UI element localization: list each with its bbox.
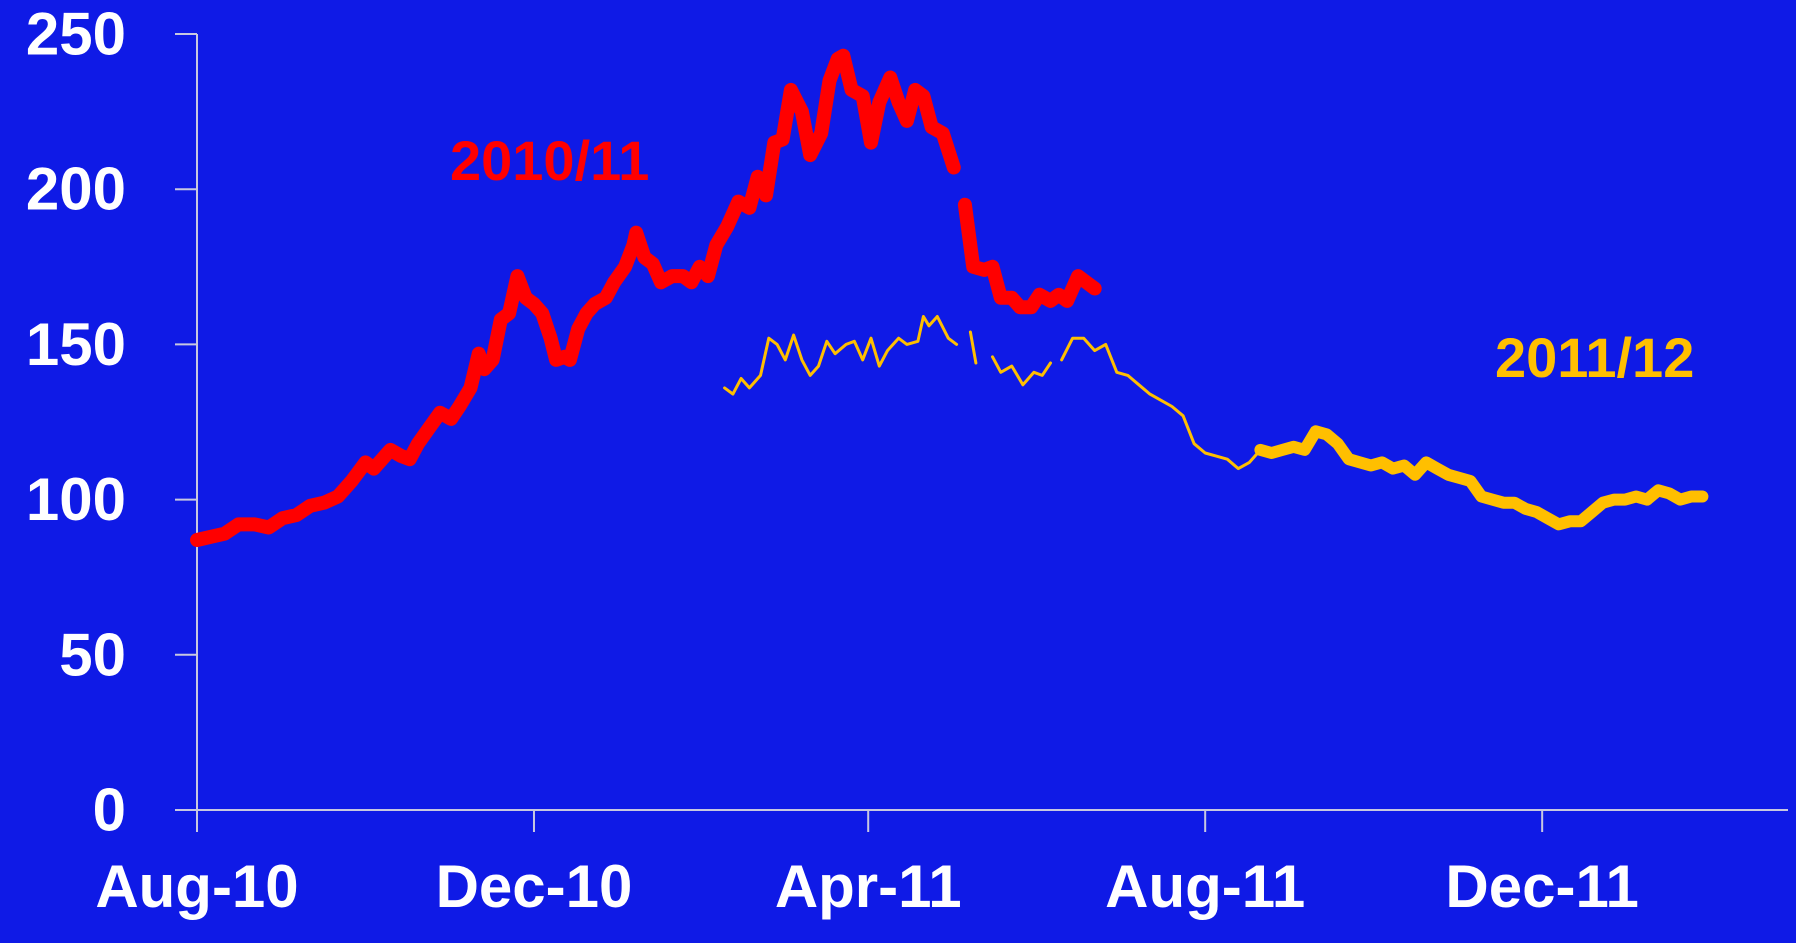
series-line-2010-11-segment-1 (190, 48, 961, 547)
y-tick-label: 150 (26, 311, 126, 378)
y-tick-label: 200 (26, 156, 126, 223)
x-tick-label: Dec-10 (436, 853, 633, 920)
x-tick-label: Aug-10 (95, 853, 298, 920)
series-label-2011-12: 2011/12 (1495, 326, 1694, 389)
series-line-2011-12-segment-3 (991, 355, 1052, 387)
y-tick-label: 0 (93, 777, 126, 844)
x-tick-label: Aug-11 (1105, 853, 1305, 920)
annotation-layer: 2010/11 2011/12 (450, 129, 1694, 389)
series-line-2010-11-segment-2 (957, 197, 1102, 315)
series-line-2011-12-segment-2 (968, 330, 978, 365)
x-tick-label: Dec-11 (1445, 853, 1638, 920)
y-axis-ticks: 0 50 100 150 200 250 (26, 1, 197, 844)
series-line-2011-12-segment-4-thick (1254, 425, 1709, 531)
x-tick-label: Apr-11 (775, 853, 962, 920)
y-tick-label: 250 (26, 1, 126, 68)
series-line-2011-12-segment-1 (723, 315, 959, 396)
series-layer (190, 48, 1709, 547)
y-tick-label: 50 (59, 621, 126, 688)
x-axis-ticks: Aug-10 Dec-10 Apr-11 Aug-11 Dec-11 (95, 810, 1639, 920)
series-label-2010-11: 2010/11 (450, 129, 649, 192)
axes (196, 34, 1788, 811)
series-line-2011-12-segment-4-thin (1060, 336, 1262, 471)
y-tick-label: 100 (26, 466, 126, 533)
